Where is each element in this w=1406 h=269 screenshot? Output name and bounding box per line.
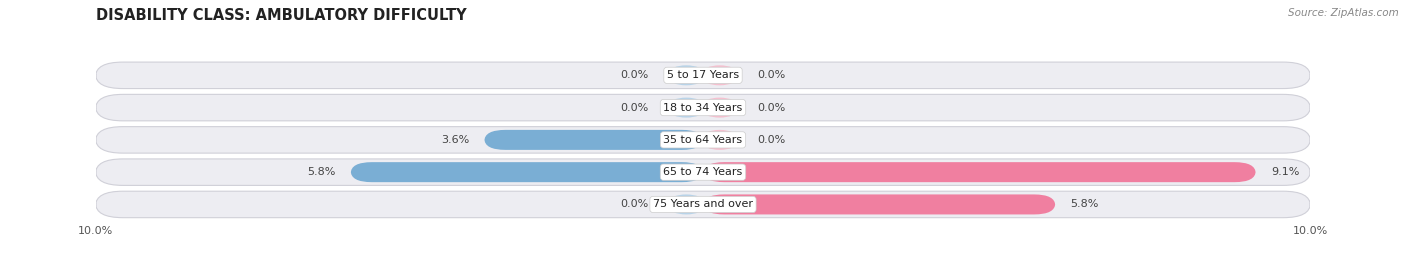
FancyBboxPatch shape	[703, 98, 737, 118]
FancyBboxPatch shape	[703, 130, 737, 150]
Text: 75 Years and over: 75 Years and over	[652, 199, 754, 210]
Text: 9.1%: 9.1%	[1271, 167, 1299, 177]
FancyBboxPatch shape	[669, 65, 703, 85]
FancyBboxPatch shape	[96, 159, 1310, 185]
Text: 0.0%: 0.0%	[758, 102, 786, 113]
FancyBboxPatch shape	[703, 194, 1056, 214]
FancyBboxPatch shape	[484, 130, 703, 150]
Text: 3.6%: 3.6%	[441, 135, 470, 145]
Text: 0.0%: 0.0%	[620, 199, 648, 210]
Text: 65 to 74 Years: 65 to 74 Years	[664, 167, 742, 177]
Text: 0.0%: 0.0%	[620, 70, 648, 80]
Text: 5 to 17 Years: 5 to 17 Years	[666, 70, 740, 80]
FancyBboxPatch shape	[703, 65, 737, 85]
FancyBboxPatch shape	[96, 94, 1310, 121]
Text: 18 to 34 Years: 18 to 34 Years	[664, 102, 742, 113]
Text: 5.8%: 5.8%	[307, 167, 336, 177]
FancyBboxPatch shape	[703, 162, 1256, 182]
Text: 5.8%: 5.8%	[1070, 199, 1099, 210]
Text: Source: ZipAtlas.com: Source: ZipAtlas.com	[1288, 8, 1399, 18]
FancyBboxPatch shape	[96, 191, 1310, 218]
Text: 0.0%: 0.0%	[758, 70, 786, 80]
Text: 0.0%: 0.0%	[620, 102, 648, 113]
FancyBboxPatch shape	[96, 62, 1310, 89]
FancyBboxPatch shape	[350, 162, 703, 182]
Text: 35 to 64 Years: 35 to 64 Years	[664, 135, 742, 145]
Text: 0.0%: 0.0%	[758, 135, 786, 145]
FancyBboxPatch shape	[669, 194, 703, 214]
Text: DISABILITY CLASS: AMBULATORY DIFFICULTY: DISABILITY CLASS: AMBULATORY DIFFICULTY	[96, 8, 467, 23]
FancyBboxPatch shape	[96, 127, 1310, 153]
FancyBboxPatch shape	[669, 98, 703, 118]
